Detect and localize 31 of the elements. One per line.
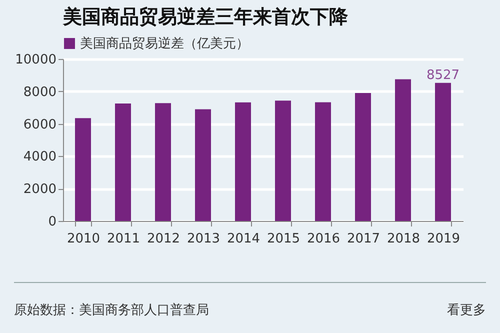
bar <box>395 79 411 221</box>
chart-title: 美国商品贸易逆差三年来首次下降 <box>62 6 349 28</box>
x-tick-label: 2018 <box>386 232 420 246</box>
legend-label: 美国商品贸易逆差（亿美元） <box>80 36 249 52</box>
x-tick-label: 2015 <box>266 232 300 246</box>
bar <box>435 82 451 221</box>
x-tick-label: 2016 <box>306 232 340 246</box>
y-tick-label: 2000 <box>23 182 56 198</box>
x-tick-label: 2014 <box>226 232 260 246</box>
x-tick-label: 2010 <box>66 232 100 246</box>
x-tick-label: 2017 <box>346 232 380 246</box>
y-tick-label: 0 <box>48 214 56 230</box>
bar <box>235 102 251 221</box>
bar <box>75 118 91 221</box>
bar <box>195 109 211 221</box>
y-tick-label: 6000 <box>23 117 56 132</box>
text: 看更多 <box>447 302 486 319</box>
bar <box>115 104 131 221</box>
x-tick-label: 2012 <box>146 232 180 246</box>
bar <box>275 100 291 221</box>
y-tick-label: 10000 <box>15 52 56 68</box>
bar <box>355 93 371 221</box>
x-tick-label: 2013 <box>186 232 220 246</box>
bar <box>155 103 171 221</box>
x-tick-label: 2011 <box>106 232 140 246</box>
y-tick-label: 8000 <box>23 84 56 100</box>
data-label: 8527 <box>426 68 460 83</box>
bar <box>315 102 331 221</box>
y-tick-label: 4000 <box>23 150 56 165</box>
text: 原始数据：美国商务部人口普查局 <box>14 302 209 319</box>
x-tick-label: 2019 <box>426 232 460 246</box>
